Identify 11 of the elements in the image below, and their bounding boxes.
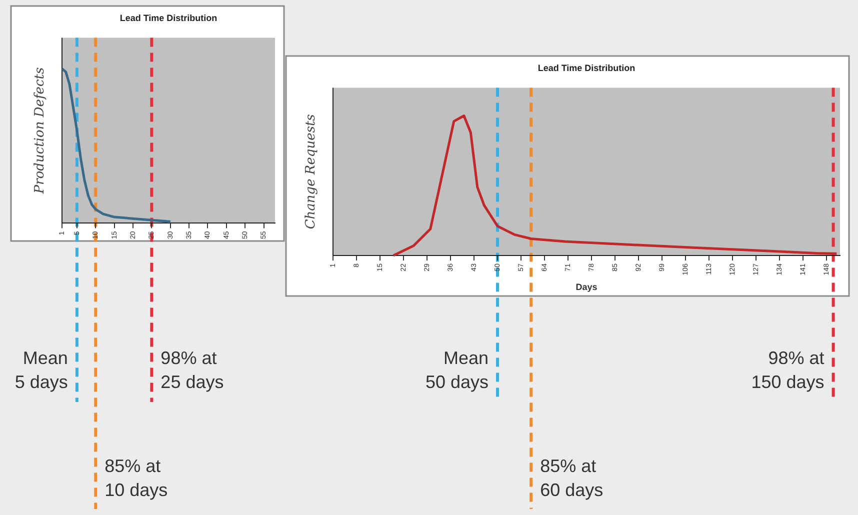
x-axis-title: Days xyxy=(576,282,598,292)
ref-line-label: 85% at 60 days xyxy=(540,456,604,500)
y-axis-title: Change Requests xyxy=(303,114,318,230)
ref-line-label: 98% at 150 days xyxy=(751,348,824,392)
y-axis-title: Production Defects xyxy=(32,67,48,195)
ref-line-label: 98% at 25 days xyxy=(160,348,224,392)
ref-line-label: Mean 50 days xyxy=(425,348,489,392)
chart-title: Lead Time Distribution xyxy=(120,12,218,23)
chart-title: Lead Time Distribution xyxy=(538,62,636,73)
ref-line-label: 85% at 10 days xyxy=(104,456,168,500)
ref-line-label: Mean 5 days xyxy=(14,348,68,392)
